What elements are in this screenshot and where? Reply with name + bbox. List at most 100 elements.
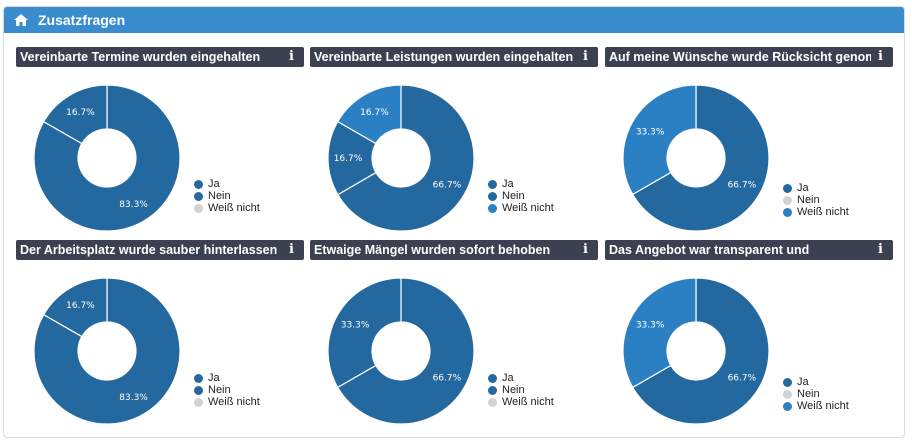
card-title: Etwaige Mängel wurden sofort behoben [314, 243, 551, 257]
slice-ja[interactable] [631, 84, 770, 232]
panel-header: Zusatzfragen [4, 7, 904, 33]
legend-item-nein[interactable]: Nein [783, 194, 849, 206]
legend-swatch [783, 389, 792, 399]
legend-label: Ja [502, 372, 514, 384]
card-title: Der Arbeitsplatz wurde sauber hinterlass… [20, 243, 278, 257]
legend-label: Ja [208, 372, 220, 384]
survey-card-6: Das Angebot war transparent und i 66.7% 33.… [605, 240, 893, 440]
slice-nein[interactable] [42, 277, 108, 338]
info-icon[interactable]: i [583, 49, 588, 64]
donut-chart: 66.7% 33.3% [622, 84, 770, 232]
chart-legend: Ja Nein Weiß nicht [488, 372, 554, 408]
chart-legend: Ja Nein Weiß nicht [194, 178, 260, 214]
legend-item-nein[interactable]: Nein [488, 384, 554, 396]
slice-ja[interactable] [337, 84, 475, 232]
legend-label: Nein [797, 388, 820, 400]
slice-ja[interactable] [631, 277, 770, 425]
slice-nein[interactable] [327, 277, 402, 389]
survey-card-1: Vereinbarte Termine wurden eingehalten i 8… [16, 47, 304, 247]
home-icon [14, 14, 28, 26]
legend-label: Nein [208, 190, 231, 202]
slice-weinicht[interactable] [622, 84, 697, 196]
legend-item-weinicht[interactable]: Weiß nicht [488, 396, 554, 408]
chart-legend: Ja Nein Weiß nicht [783, 376, 849, 412]
slice-weinicht[interactable] [336, 84, 402, 145]
slice-label: 66.7% [433, 374, 462, 384]
legend-label: Weiß nicht [797, 206, 849, 218]
legend-swatch [488, 203, 497, 213]
legend-swatch [488, 397, 497, 407]
legend-label: Ja [797, 376, 809, 388]
legend-item-nein[interactable]: Nein [783, 388, 849, 400]
legend-swatch [783, 195, 792, 205]
slice-label: 66.7% [728, 374, 757, 384]
legend-item-nein[interactable]: Nein [488, 190, 554, 202]
legend-swatch [194, 397, 203, 407]
card-title: Auf meine Wünsche wurde Rücksicht genomm… [609, 50, 871, 64]
info-icon[interactable]: i [878, 242, 883, 257]
info-icon[interactable]: i [289, 49, 294, 64]
legend-item-ja[interactable]: Ja [194, 372, 260, 384]
survey-card-5: Etwaige Mängel wurden sofort behoben i 66.… [310, 240, 598, 440]
survey-card-3: Auf meine Wünsche wurde Rücksicht genomm… [605, 47, 893, 247]
legend-swatch [194, 373, 203, 383]
legend-item-ja[interactable]: Ja [194, 178, 260, 190]
legend-item-weinicht[interactable]: Weiß nicht [194, 396, 260, 408]
slice-ja[interactable] [33, 84, 181, 232]
legend-label: Weiß nicht [502, 202, 554, 214]
slice-label: 66.7% [433, 180, 462, 190]
donut-chart: 66.7% 33.3% [327, 277, 475, 425]
legend-swatch [488, 373, 497, 383]
survey-card-4: Der Arbeitsplatz wurde sauber hinterlass… [16, 240, 304, 440]
chart-legend: Ja Nein Weiß nicht [194, 372, 260, 408]
legend-item-ja[interactable]: Ja [783, 376, 849, 388]
legend-swatch [194, 203, 203, 213]
legend-swatch [783, 207, 792, 217]
card-title-bar: Auf meine Wünsche wurde Rücksicht genomm… [605, 47, 893, 67]
donut-chart: 66.7% 16.7% 16.7% [327, 84, 475, 232]
survey-card-2: Vereinbarte Leistungen wurden eingehalte… [310, 47, 598, 247]
card-title-bar: Vereinbarte Leistungen wurden eingehalte… [310, 47, 598, 67]
info-icon[interactable]: i [289, 242, 294, 257]
legend-item-ja[interactable]: Ja [783, 182, 849, 194]
legend-swatch [783, 183, 792, 193]
slice-label: 33.3% [341, 320, 370, 330]
legend-label: Nein [502, 384, 525, 396]
legend-swatch [194, 191, 203, 201]
legend-item-weinicht[interactable]: Weiß nicht [488, 202, 554, 214]
slice-label: 83.3% [119, 200, 148, 210]
card-title: Vereinbarte Leistungen wurden eingehalte… [314, 50, 574, 64]
info-icon[interactable]: i [878, 49, 883, 64]
legend-item-nein[interactable]: Nein [194, 190, 260, 202]
slice-label: 33.3% [636, 127, 665, 137]
legend-swatch [194, 385, 203, 395]
slice-ja[interactable] [33, 277, 181, 425]
legend-label: Ja [208, 178, 220, 190]
legend-item-nein[interactable]: Nein [194, 384, 260, 396]
donut-chart: 66.7% 33.3% [622, 277, 770, 425]
legend-item-weinicht[interactable]: Weiß nicht [783, 400, 849, 412]
slice-ja[interactable] [336, 277, 475, 425]
legend-label: Weiß nicht [208, 396, 260, 408]
legend-swatch [194, 179, 203, 189]
chart-legend: Ja Nein Weiß nicht [488, 178, 554, 214]
legend-item-weinicht[interactable]: Weiß nicht [194, 202, 260, 214]
legend-item-ja[interactable]: Ja [488, 372, 554, 384]
legend-swatch [488, 191, 497, 201]
legend-item-ja[interactable]: Ja [488, 178, 554, 190]
legend-item-weinicht[interactable]: Weiß nicht [783, 206, 849, 218]
slice-weinicht[interactable] [622, 277, 697, 389]
chart-legend: Ja Nein Weiß nicht [783, 182, 849, 218]
legend-label: Nein [797, 194, 820, 206]
legend-label: Weiß nicht [797, 400, 849, 412]
card-title-bar: Der Arbeitsplatz wurde sauber hinterlass… [16, 240, 304, 260]
card-title-bar: Etwaige Mängel wurden sofort behoben i [310, 240, 598, 260]
slice-nein[interactable] [42, 84, 108, 145]
legend-label: Nein [208, 384, 231, 396]
panel-title: Zusatzfragen [38, 12, 126, 28]
slice-label: 16.7% [360, 108, 389, 118]
slice-label: 16.7% [66, 301, 95, 311]
info-icon[interactable]: i [583, 242, 588, 257]
legend-swatch [488, 385, 497, 395]
legend-swatch [488, 179, 497, 189]
